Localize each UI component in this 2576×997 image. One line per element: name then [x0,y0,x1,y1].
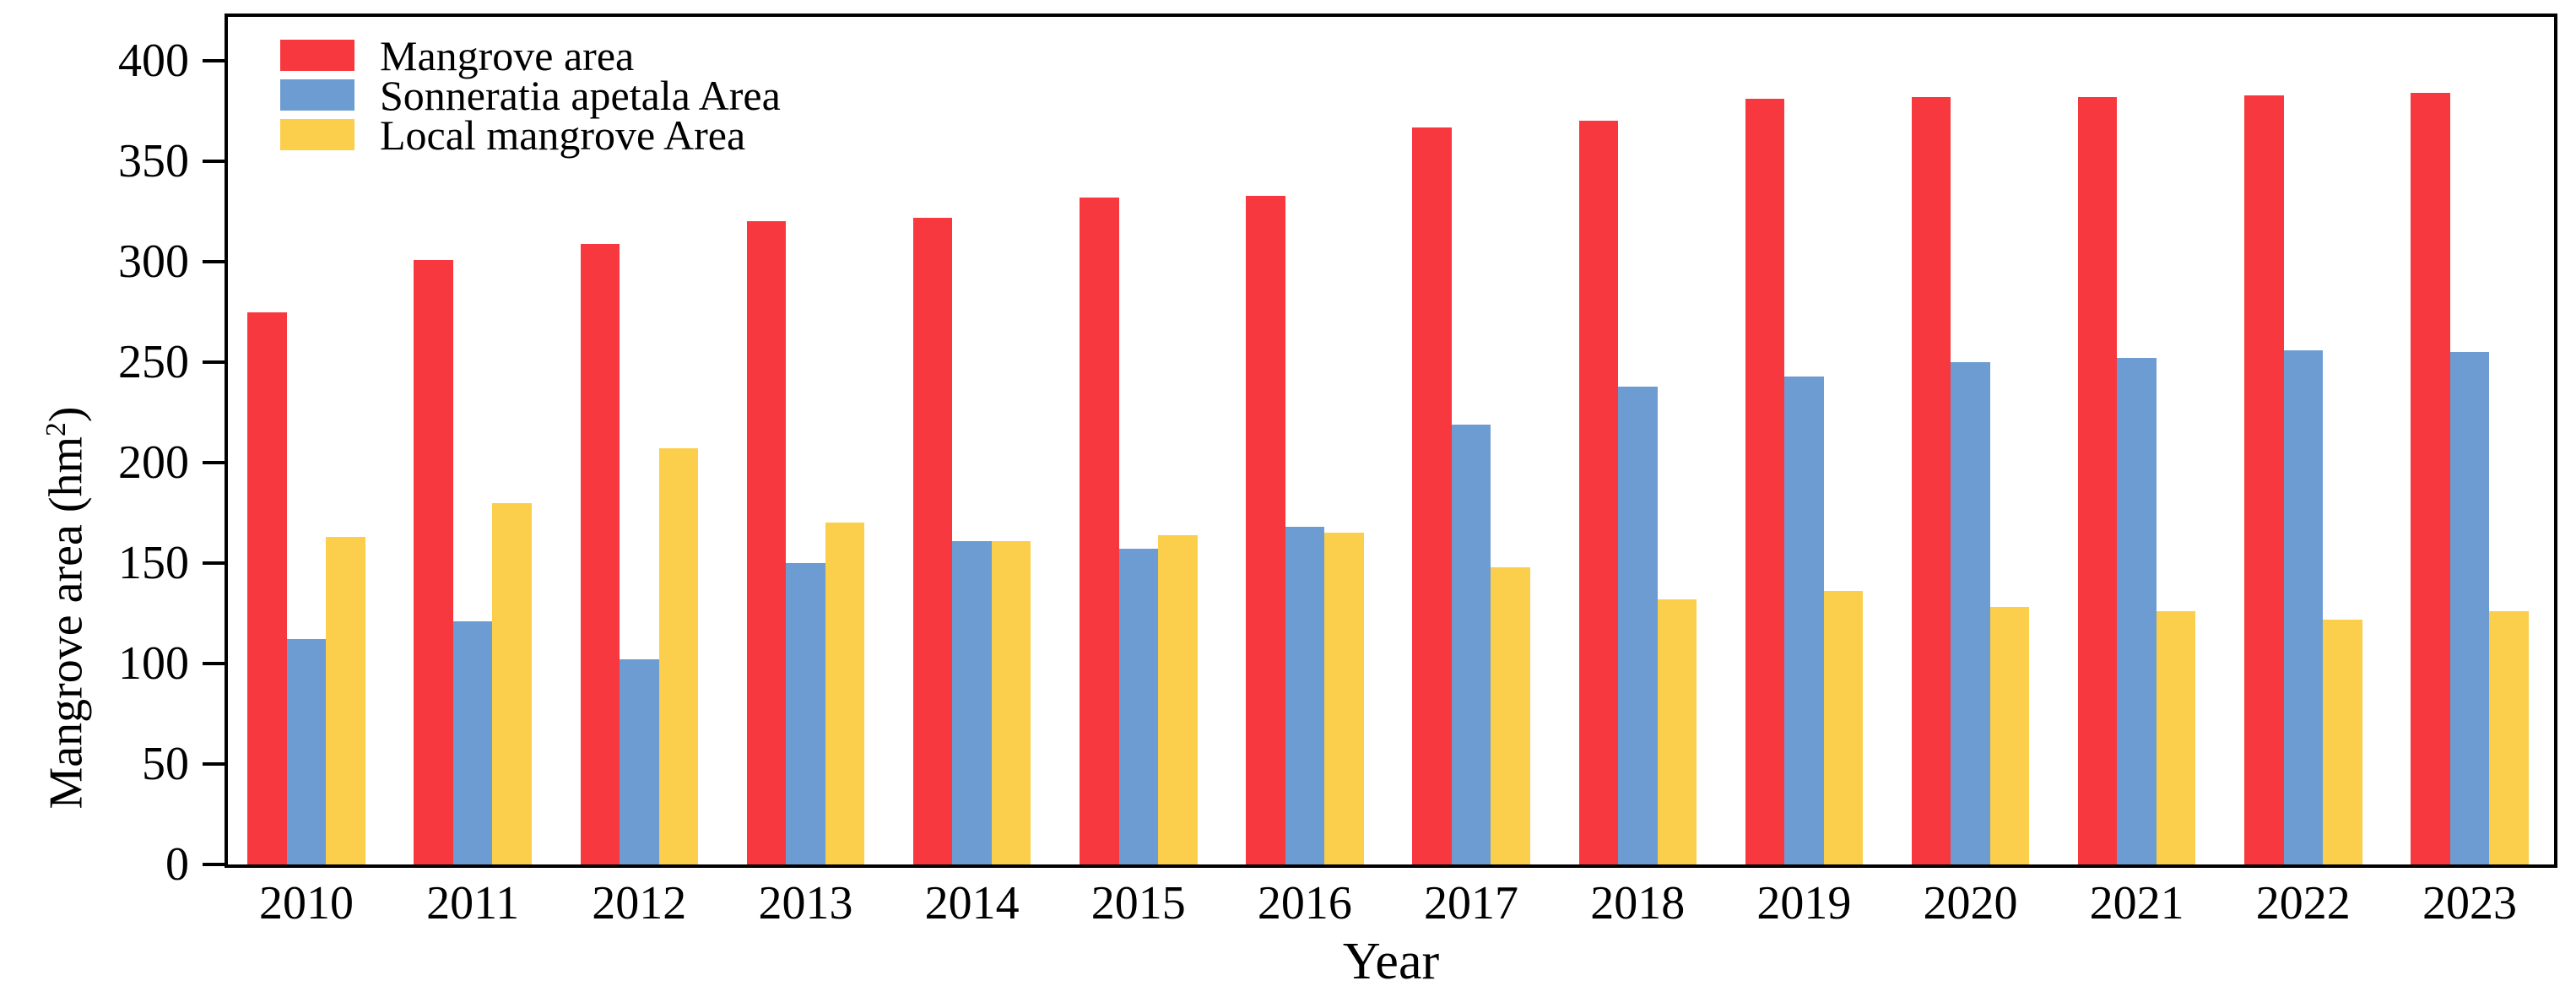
legend: Mangrove area Sonneratia apetala Area Loca… [280,31,781,159]
y-axis-title: Mangrove area (hm2) [40,406,93,810]
bar-mangrove-area-2017 [1412,127,1452,864]
legend-swatch-mangrove-area [280,40,354,71]
x-tick-label-2014: 2014 [924,877,1020,929]
bar-sonneratia-apetala-area-2021 [2117,358,2157,864]
x-tick-label-2020: 2020 [1923,877,2018,929]
bar-sonneratia-apetala-area-2015 [1118,549,1158,864]
bar-local-mangrove-area-2022 [2323,619,2362,864]
bar-local-mangrove-area-2014 [991,540,1031,864]
bar-local-mangrove-area-2015 [1158,534,1198,864]
x-tick-label-2017: 2017 [1424,877,1519,929]
x-tick-label-2021: 2021 [2089,877,2184,929]
bar-mangrove-area-2019 [1745,99,1785,864]
bar-mangrove-area-2012 [580,243,620,864]
bar-mangrove-area-2014 [912,217,953,864]
bar-local-mangrove-area-2012 [658,448,698,864]
y-tick-label: 400 [118,35,189,87]
bar-sonneratia-apetala-area-2012 [620,659,659,864]
y-tick-mark [203,863,225,866]
bar-local-mangrove-area-2017 [1491,566,1530,864]
bar-mangrove-area-2011 [414,259,453,864]
x-axis-title: Year [1342,933,1440,990]
bar-mangrove-area-2022 [2244,95,2284,864]
legend-item-local-mangrove-area: Local mangrove Area [280,111,781,159]
y-tick-label: 300 [118,236,189,288]
y-tick-mark [203,561,225,565]
bar-mangrove-area-2015 [1080,197,1119,864]
legend-swatch-sonneratia-apetala-area [280,79,354,111]
y-tick-mark [203,762,225,766]
bar-local-mangrove-area-2011 [492,502,532,864]
x-tick-label-2016: 2016 [1257,877,1352,929]
bar-local-mangrove-area-2023 [2489,611,2529,864]
y-tick-mark [203,360,225,364]
legend-label: Local mangrove Area [380,111,746,159]
bar-sonneratia-apetala-area-2016 [1285,527,1325,864]
bar-local-mangrove-area-2013 [825,523,865,864]
x-tick-label-2015: 2015 [1090,877,1186,929]
bar-sonneratia-apetala-area-2019 [1784,376,1824,864]
bar-mangrove-area-2013 [746,221,787,864]
bar-mangrove-area-2010 [247,312,287,864]
bar-local-mangrove-area-2010 [326,537,365,864]
x-tick-label-2012: 2012 [592,877,687,929]
bar-mangrove-area-2018 [1578,121,1618,864]
bar-sonneratia-apetala-area-2017 [1451,424,1491,864]
x-tick-label-2019: 2019 [1756,877,1852,929]
bar-local-mangrove-area-2016 [1324,533,1364,864]
bar-local-mangrove-area-2021 [2156,611,2196,864]
legend-item-mangrove-area: Mangrove area [280,31,781,79]
bar-sonneratia-apetala-area-2022 [2283,349,2324,864]
x-tick-label-2013: 2013 [758,877,853,929]
y-tick-label: 0 [165,838,189,891]
y-tick-label: 150 [118,537,189,589]
bar-local-mangrove-area-2020 [1989,607,2030,864]
y-tick-label: 50 [142,738,189,790]
y-tick-mark [203,160,225,163]
y-tick-label: 100 [118,637,189,690]
y-tick-mark [203,59,225,62]
bar-mangrove-area-2016 [1246,195,1285,864]
y-tick-mark [203,260,225,263]
y-tick-label: 200 [118,436,189,489]
bar-mangrove-area-2023 [2411,93,2450,864]
bar-mangrove-area-2020 [1911,96,1951,864]
bar-sonneratia-apetala-area-2014 [952,540,992,864]
y-tick-mark [203,662,225,665]
bar-mangrove-area-2021 [2077,96,2118,864]
x-tick-label-2022: 2022 [2255,877,2351,929]
x-tick-label-2010: 2010 [259,877,354,929]
bar-sonneratia-apetala-area-2010 [286,639,327,864]
y-tick-label: 250 [118,336,189,388]
legend-label: Sonneratia apetala Area [380,71,781,119]
bar-sonneratia-apetala-area-2018 [1618,386,1658,864]
bar-sonneratia-apetala-area-2020 [1951,362,1990,864]
y-tick-mark [203,461,225,464]
legend-swatch-local-mangrove-area [280,119,354,150]
plot-area: Mangrove area Sonneratia apetala Area Loca… [225,14,2557,868]
legend-label: Mangrove area [380,31,635,79]
y-tick-label: 350 [118,135,189,187]
x-tick-label-2023: 2023 [2422,877,2517,929]
x-tick-label-2018: 2018 [1590,877,1686,929]
bar-local-mangrove-area-2018 [1657,599,1697,864]
bar-sonneratia-apetala-area-2023 [2449,352,2490,864]
x-tick-label-2011: 2011 [426,877,520,929]
legend-item-sonneratia-apetala-area: Sonneratia apetala Area [280,71,781,119]
bar-local-mangrove-area-2019 [1823,591,1864,864]
bar-sonneratia-apetala-area-2013 [786,563,825,864]
bar-sonneratia-apetala-area-2011 [452,621,493,864]
